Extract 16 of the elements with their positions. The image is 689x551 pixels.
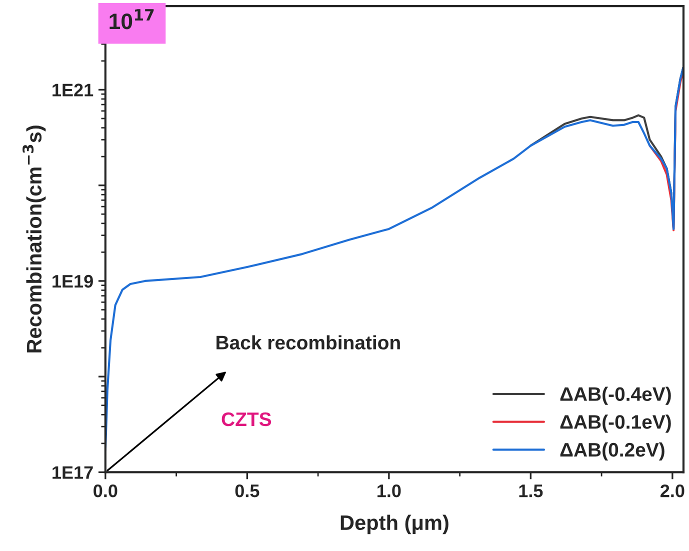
y-tick-label: 1E17 bbox=[52, 466, 93, 479]
y-axis-title: Recombination(cm$^{−3}$s) bbox=[22, 126, 46, 352]
legend-label: ΔAB(-0.4eV) bbox=[560, 386, 671, 405]
y-tick-label: 1E19 bbox=[52, 274, 93, 288]
y-tick-label: 1E21 bbox=[52, 84, 94, 96]
legend-label: ΔAB(-0.1eV) bbox=[560, 414, 671, 433]
legend-label: ΔAB(0.2eV) bbox=[560, 442, 664, 461]
x-axis-title: Depth (μm) bbox=[340, 514, 448, 534]
x-tick-label: 2.0 bbox=[660, 484, 684, 498]
x-tick-label: 1.5 bbox=[519, 484, 543, 498]
x-tick-label: 0.5 bbox=[235, 484, 260, 498]
annotation: 10$^{17}$ bbox=[110, 9, 154, 30]
annotation: CZTS bbox=[222, 412, 272, 426]
x-tick-label: 0.0 bbox=[94, 484, 118, 498]
x-tick-label: 1.0 bbox=[378, 484, 401, 498]
annotation: Back recombination bbox=[216, 335, 400, 350]
